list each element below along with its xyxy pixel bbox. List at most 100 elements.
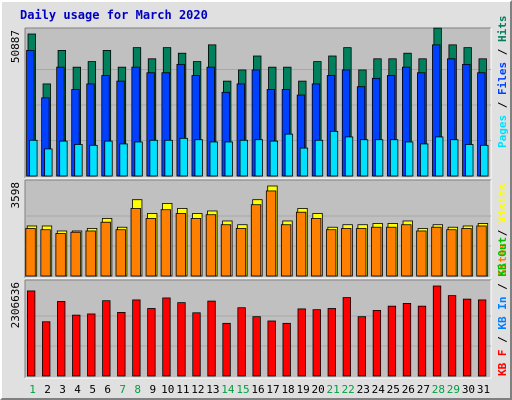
bottom-legend-part: KB Out — [496, 237, 509, 277]
bar-kbf-day-14 — [222, 322, 231, 377]
x-tick-label-day-20: 20 — [312, 383, 325, 396]
bar-kbf-day-21 — [327, 308, 336, 377]
x-tick-label-day-13: 13 — [206, 383, 219, 396]
x-tick-label-day-16: 16 — [251, 383, 264, 396]
top-legend-part: / — [496, 95, 509, 115]
bar-pages-day-15 — [239, 139, 248, 177]
bar-pages-day-23 — [359, 139, 369, 177]
x-tick-label-day-6: 6 — [104, 383, 111, 396]
bar-sites-day-31 — [476, 225, 487, 277]
bar-pages-day-10 — [164, 139, 173, 177]
x-tick-label-day-15: 15 — [236, 383, 249, 396]
x-tick-label-day-12: 12 — [191, 383, 204, 396]
middle-legend-part: Visits — [496, 183, 509, 223]
bar-sites-day-4 — [70, 231, 81, 277]
bar-kbf-day-24 — [372, 310, 382, 377]
bar-pages-day-17 — [269, 140, 279, 177]
x-tick-label-day-17: 17 — [266, 383, 279, 396]
bar-sites-day-28 — [431, 226, 442, 277]
bar-sites-day-29 — [446, 229, 457, 277]
x-tick-label-day-10: 10 — [161, 383, 174, 396]
bar-kbf-day-5 — [87, 313, 96, 377]
bar-sites-day-22 — [341, 228, 352, 277]
bar-pages-day-28 — [435, 136, 444, 177]
bar-kbf-day-10 — [162, 297, 171, 377]
bar-sites-day-8 — [130, 208, 141, 277]
bar-kbf-day-19 — [297, 308, 306, 377]
bar-sites-day-6 — [100, 221, 111, 277]
bar-pages-day-4 — [74, 144, 83, 177]
x-tick-label-day-5: 5 — [89, 383, 96, 396]
bar-kbf-day-3 — [57, 301, 66, 377]
x-tick-label-day-23: 23 — [357, 383, 370, 396]
x-tick-label-day-31: 31 — [477, 383, 490, 396]
bar-kbf-day-22 — [342, 297, 351, 377]
bar-kbf-day-7 — [117, 312, 126, 377]
bar-kbf-day-27 — [417, 305, 427, 377]
x-tick-label-day-1: 1 — [29, 383, 36, 396]
bar-kbf-day-20 — [312, 309, 321, 377]
bar-pages-day-11 — [179, 137, 188, 177]
bar-pages-day-27 — [420, 143, 429, 177]
x-tick-label-day-18: 18 — [281, 383, 294, 396]
x-tick-label-day-3: 3 — [59, 383, 66, 396]
bar-pages-day-24 — [374, 139, 384, 177]
bottom-legend-part: / — [496, 277, 509, 297]
bar-sites-day-18 — [280, 224, 292, 277]
bar-pages-day-5 — [89, 144, 98, 177]
middle-y-max-label: 3598 — [9, 182, 22, 209]
bar-pages-day-7 — [119, 143, 128, 177]
bottom-y-max-label: 2306636 — [9, 282, 22, 328]
bar-kbf-day-8 — [132, 299, 141, 377]
bar-kbf-day-18 — [282, 322, 291, 377]
x-tick-label-day-7: 7 — [119, 383, 126, 396]
x-tick-label-day-11: 11 — [176, 383, 189, 396]
top-legend-part: Files — [496, 62, 509, 95]
bar-pages-day-16 — [254, 139, 263, 177]
bar-sites-day-16 — [250, 204, 262, 277]
x-tick-label-day-21: 21 — [327, 383, 340, 396]
middle-legend-part: Sites — [496, 243, 509, 276]
bottom-legend-part: KB In — [496, 297, 509, 330]
bar-sites-day-7 — [115, 229, 126, 277]
bar-sites-day-19 — [295, 211, 307, 277]
bar-pages-day-21 — [329, 130, 339, 177]
bar-kbf-day-12 — [192, 312, 201, 377]
bar-sites-day-26 — [401, 224, 412, 277]
bar-sites-day-20 — [311, 218, 322, 277]
x-tick-label-day-30: 30 — [462, 383, 475, 396]
bar-kbf-day-2 — [42, 321, 51, 377]
bar-sites-day-30 — [461, 228, 472, 277]
bar-kbf-day-15 — [237, 307, 246, 377]
bar-kbf-day-16 — [252, 316, 261, 377]
x-tick-label-day-9: 9 — [149, 383, 156, 396]
bar-sites-day-11 — [175, 213, 187, 277]
bar-pages-day-9 — [149, 139, 158, 177]
bar-pages-day-31 — [480, 144, 489, 177]
bars-group — [25, 27, 489, 377]
bar-kbf-day-4 — [72, 314, 81, 377]
x-tick-label-day-25: 25 — [387, 383, 400, 396]
bar-pages-day-22 — [344, 136, 354, 177]
bar-kbf-day-31 — [477, 299, 487, 377]
bar-sites-day-1 — [25, 228, 36, 277]
top-legend-part: / — [496, 42, 509, 62]
bar-sites-day-27 — [416, 230, 427, 277]
bar-kbf-day-9 — [147, 308, 156, 377]
top-y-max-label: 50887 — [9, 30, 22, 63]
bar-sites-day-25 — [386, 226, 397, 277]
x-tick-label-day-28: 28 — [432, 383, 445, 396]
bar-pages-day-20 — [314, 139, 324, 177]
x-tick-label-day-19: 19 — [296, 383, 309, 396]
bar-pages-day-1 — [29, 139, 38, 177]
bar-sites-day-13 — [205, 214, 217, 277]
bar-sites-day-12 — [190, 218, 202, 277]
bar-pages-day-18 — [284, 133, 294, 177]
bar-sites-day-3 — [55, 233, 66, 277]
x-tick-label-day-29: 29 — [447, 383, 460, 396]
middle-legend: Sites / Visits — [496, 183, 509, 276]
y-max-labels: 50887 3598 2306636 — [9, 30, 22, 328]
bar-sites-day-9 — [145, 218, 156, 277]
bottom-legend-part: / — [496, 330, 509, 350]
